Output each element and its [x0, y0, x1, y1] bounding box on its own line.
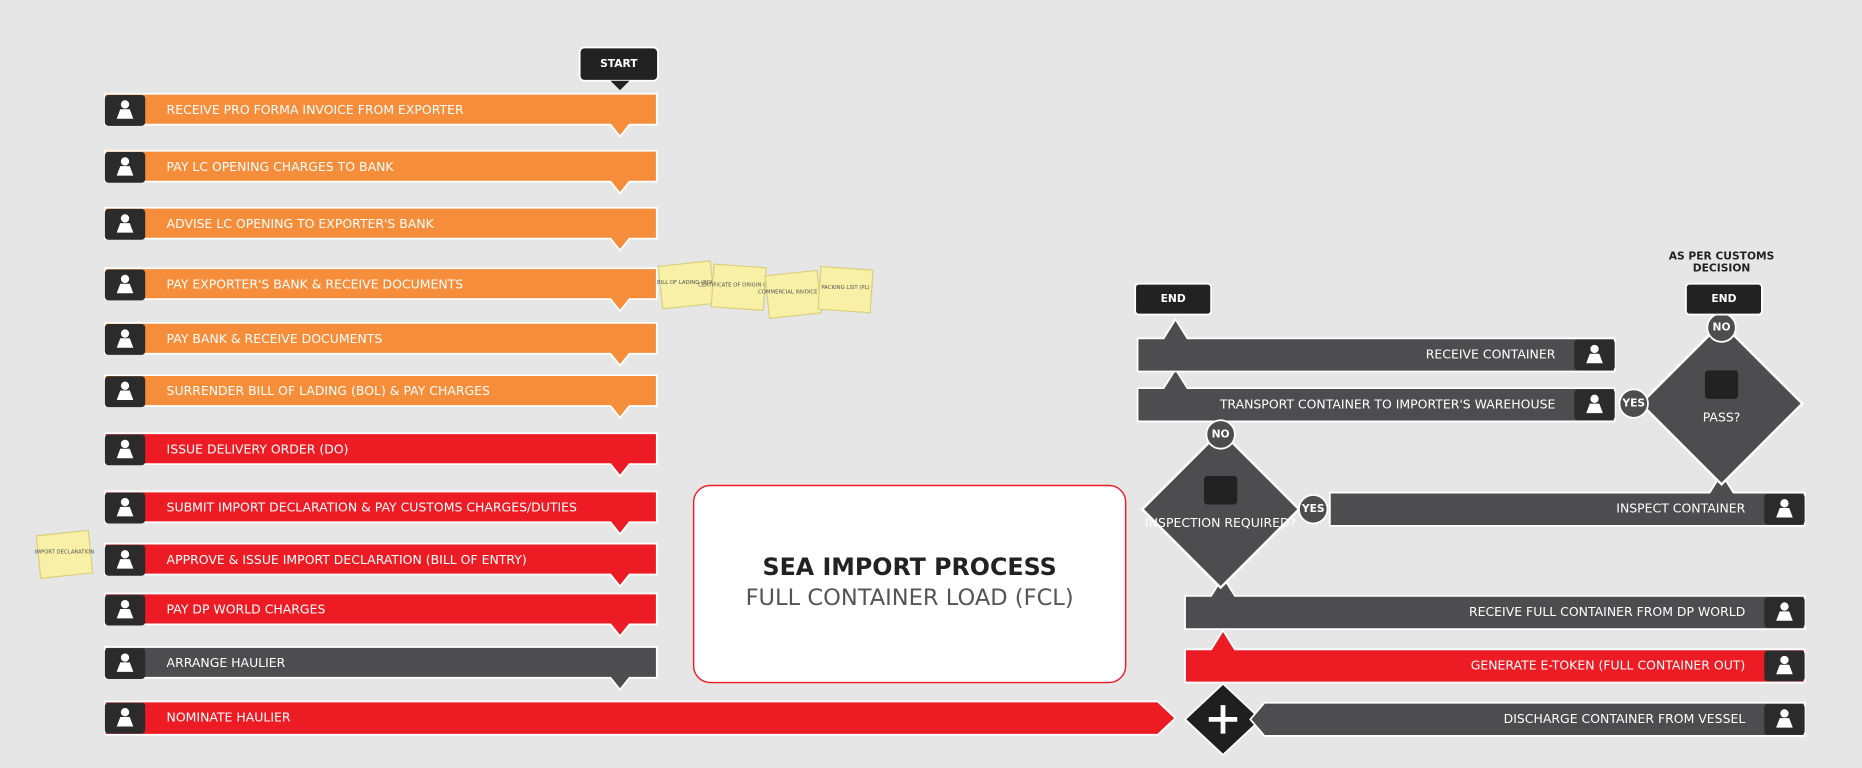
icon	[121, 440, 129, 448]
step-label: APPROVE & ISSUE IMPORT DECLARATION (BILL…	[167, 552, 527, 567]
step-label: INSPECT CONTAINER	[1616, 501, 1745, 516]
step-label: SURRENDER BILL OF LADING (BOL) & PAY CHA…	[167, 383, 490, 398]
icon-box	[1204, 476, 1237, 504]
decision-label: INSPECTION REQUIRED?	[1145, 515, 1296, 530]
subtitle: FULL CONTAINER LOAD (FCL)	[746, 585, 1074, 611]
step-label: RECEIVE PRO FORMA INVOICE FROM EXPORTER	[167, 102, 464, 117]
end-label: END	[1711, 292, 1736, 305]
step-label: SUBMIT IMPORT DECLARATION & PAY CUSTOMS …	[167, 500, 577, 515]
icon	[121, 600, 129, 608]
title: SEA IMPORT PROCESS	[763, 553, 1057, 581]
decision-label: PASS?	[1703, 409, 1741, 424]
step-label: ISSUE DELIVERY ORDER (DO)	[167, 441, 349, 456]
step-label: ADVISE LC OPENING TO EXPORTER'S BANK	[167, 216, 435, 231]
step-label: RECEIVE CONTAINER	[1426, 346, 1556, 361]
diagram: SEA IMPORT PROCESS FULL CONTAINER LOAD (…	[0, 0, 1862, 768]
icon	[1590, 395, 1598, 403]
document-label: PACKING LIST (PL)	[821, 285, 869, 291]
icon	[121, 382, 129, 390]
icon	[121, 498, 129, 506]
icon-box	[1705, 370, 1738, 398]
icon	[121, 550, 129, 558]
icon	[1780, 709, 1788, 717]
icon	[1590, 345, 1598, 353]
document-label: IMPORT DECLARATION	[35, 549, 94, 555]
icon	[121, 653, 129, 661]
document-label: COMMERCIAL INVOICE (CI)	[758, 290, 829, 296]
connector-label: YES	[1301, 502, 1325, 515]
end-label: END	[1161, 292, 1186, 305]
connector-label: NO	[1212, 427, 1230, 440]
end-note-line: DECISION	[1693, 261, 1751, 274]
step-label: PAY BANK & RECEIVE DOCUMENTS	[167, 331, 383, 346]
step-label: NOMINATE HAULIER	[167, 710, 291, 725]
step-label: TRANSPORT CONTAINER TO IMPORTER'S WAREHO…	[1219, 396, 1556, 411]
start-label: START	[600, 57, 638, 70]
icon	[121, 214, 129, 222]
connector-label: YES	[1621, 397, 1645, 410]
icon	[121, 100, 129, 108]
step-label: PAY DP WORLD CHARGES	[167, 602, 326, 617]
connector-label: NO	[1713, 321, 1731, 334]
icon	[121, 708, 129, 716]
icon	[121, 157, 129, 165]
icon	[1780, 499, 1788, 507]
step-label: GENERATE E-TOKEN (FULL CONTAINER OUT)	[1471, 657, 1746, 672]
icon	[1780, 656, 1788, 664]
step-label: RECEIVE FULL CONTAINER FROM DP WORLD	[1469, 604, 1745, 619]
step-label: PAY EXPORTER'S BANK & RECEIVE DOCUMENTS	[167, 276, 464, 291]
icon	[121, 329, 129, 337]
step-label: PAY LC OPENING CHARGES TO BANK	[167, 159, 395, 174]
step-label: ARRANGE HAULIER	[167, 655, 286, 670]
page: { "title": "SEA IMPORT PROCESS", "subtit…	[0, 0, 1862, 768]
step-label: DISCHARGE CONTAINER FROM VESSEL	[1504, 711, 1746, 726]
icon	[121, 275, 129, 283]
icon	[1780, 602, 1788, 610]
